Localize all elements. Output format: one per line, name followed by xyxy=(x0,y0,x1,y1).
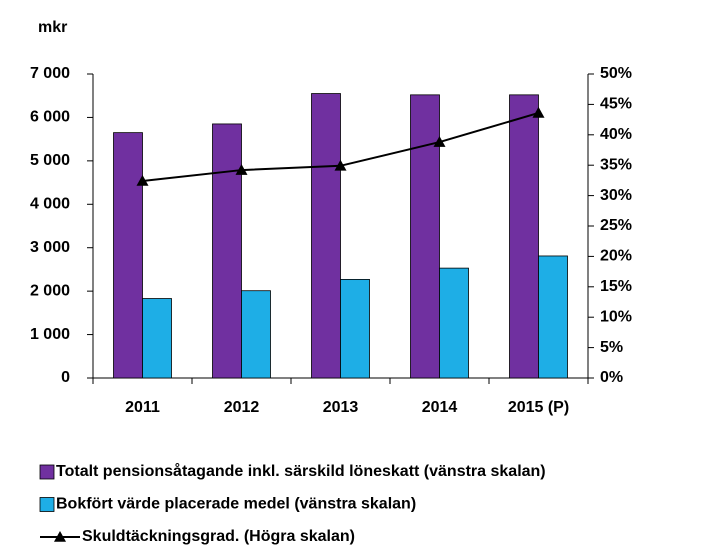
y-tick-label: 6 000 xyxy=(30,109,70,126)
y-tick-label: 2 000 xyxy=(30,282,70,299)
bar xyxy=(212,123,242,379)
legend-swatch xyxy=(39,497,55,512)
y-tick-label: 1 000 xyxy=(30,326,70,343)
bar xyxy=(113,132,143,379)
line-marker xyxy=(532,106,545,118)
y-tick-label: 3 000 xyxy=(30,239,70,256)
bar xyxy=(340,279,370,379)
y2-tick-label: 0% xyxy=(600,369,623,386)
legend-marker xyxy=(54,531,66,542)
y2-tick-label: 45% xyxy=(600,96,632,113)
y-tick-label: 4 000 xyxy=(30,196,70,213)
bar xyxy=(538,255,568,379)
bar xyxy=(439,267,469,379)
x-tick-label: 2014 xyxy=(422,399,458,416)
bar xyxy=(142,298,172,379)
y2-tick-label: 20% xyxy=(600,248,632,265)
bar xyxy=(410,94,440,379)
y2-tick-label: 30% xyxy=(600,187,632,204)
bar xyxy=(509,94,539,379)
line-marker xyxy=(334,159,347,171)
y2-tick-label: 25% xyxy=(600,217,632,234)
line-marker xyxy=(433,136,446,147)
y2-tick-label: 35% xyxy=(600,156,632,173)
bar xyxy=(311,93,341,379)
y2-tick-label: 15% xyxy=(600,278,632,295)
y2-tick-label: 10% xyxy=(600,308,632,325)
legend-label: Bokfört värde placerade medel (vänstra s… xyxy=(56,496,416,513)
legend-swatch xyxy=(39,464,55,480)
legend-label: Skuldtäckningsgrad. (Högra skalan) xyxy=(82,528,355,545)
x-tick-label: 2015 (P) xyxy=(508,399,569,416)
y-axis-unit: mkr xyxy=(38,19,67,36)
line-marker xyxy=(136,175,149,186)
x-tick-label: 2011 xyxy=(125,399,160,416)
y-tick-label: 5 000 xyxy=(30,152,70,169)
x-tick-label: 2013 xyxy=(323,399,359,416)
y-tick-label: 0 xyxy=(61,369,70,386)
y2-tick-label: 50% xyxy=(600,65,632,82)
x-tick-label: 2012 xyxy=(224,399,260,416)
y2-tick-label: 5% xyxy=(600,339,623,356)
y2-tick-label: 40% xyxy=(600,126,632,143)
legend-label: Totalt pensionsåtagande inkl. särskild l… xyxy=(56,462,546,480)
bar xyxy=(241,290,271,379)
line-marker xyxy=(235,164,248,175)
y-tick-label: 7 000 xyxy=(30,65,70,82)
